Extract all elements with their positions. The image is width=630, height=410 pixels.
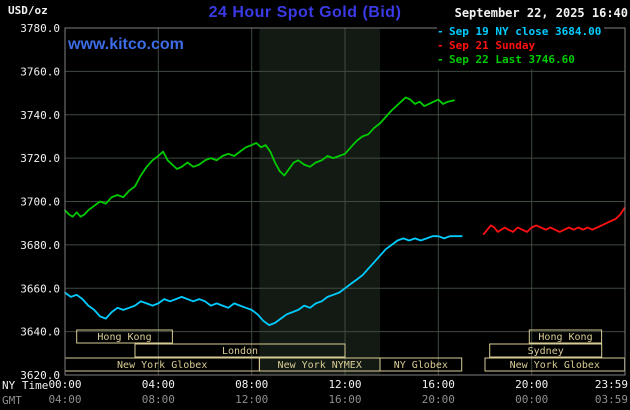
session-label-hong-kong-am: Hong Kong: [97, 332, 151, 343]
y-tick-label: 3700.0: [20, 196, 60, 209]
session-box-hong-kong-am: [76, 329, 173, 344]
kitco-watermark-link[interactable]: www.kitco.com: [68, 36, 184, 53]
x-tick-ny-time: 16:00: [422, 378, 455, 391]
x-tick-gmt: 16:00: [328, 393, 361, 406]
session-label-ny-globex-pm: New York Globex: [510, 360, 600, 371]
legend-line-swatch: -: [437, 25, 444, 38]
y-tick-label: 3680.0: [20, 239, 60, 252]
legend-entry: - Sep 22 Last 3746.60: [437, 53, 601, 67]
unit-label: USD/oz: [8, 4, 48, 17]
plot-border: [64, 27, 626, 376]
series-line-sep19-ny-close: [64, 235, 463, 327]
session-label-ny-globex-am: New York Globex: [117, 360, 207, 371]
ny-time-axis-label: NY Time: [2, 379, 49, 392]
legend-entry: - Sep 21 Sunday: [437, 39, 601, 53]
session-label-sydney: Sydney: [528, 346, 564, 357]
y-tick-label: 3660.0: [20, 282, 60, 295]
legend-label: Sep 21 Sunday: [449, 39, 536, 52]
timestamp: September 22, 2025 16:40: [454, 6, 628, 20]
x-tick-ny-time: 20:00: [515, 378, 548, 391]
y-tick-label: 3740.0: [20, 109, 60, 122]
session-box-hong-kong-pm: [528, 329, 603, 344]
legend-entry: - Sep 19 NY close 3684.00: [437, 25, 601, 39]
y-tick-label: 3780.0: [20, 22, 60, 35]
legend-line-swatch: -: [437, 53, 444, 66]
x-tick-gmt: 12:00: [235, 393, 268, 406]
x-tick-gmt: 04:00: [48, 393, 81, 406]
x-tick-ny-time: 08:00: [235, 378, 268, 391]
x-tick-ny-time: 23:59: [595, 378, 628, 391]
y-tick-label: 3720.0: [20, 152, 60, 165]
y-tick-label: 3760.0: [20, 65, 60, 78]
series-line-sep22-last: [64, 96, 455, 218]
session-box-sydney: [489, 343, 603, 358]
x-tick-ny-time: 00:00: [48, 378, 81, 391]
series-line-sep21-sunday: [482, 207, 626, 235]
page-title: 24 Hour Spot Gold (Bid): [208, 4, 402, 21]
y-tick-label: 3620.0: [20, 369, 60, 382]
session-label-london: London: [222, 346, 258, 357]
legend-label: Sep 22 Last 3746.60: [449, 53, 575, 66]
session-label-ny-nymex: New York NYMEX: [278, 360, 362, 371]
session-label-hong-kong-pm: Hong Kong: [538, 332, 592, 343]
x-tick-ny-time: 04:00: [142, 378, 175, 391]
x-tick-gmt: 08:00: [142, 393, 175, 406]
y-tick-label: 3640.0: [20, 326, 60, 339]
x-tick-gmt: 20:00: [422, 393, 455, 406]
session-label-ny-globex-midday: NY Globex: [394, 360, 448, 371]
legend-label: Sep 19 NY close 3684.00: [449, 25, 602, 38]
legend-line-swatch: -: [437, 39, 444, 52]
gmt-axis-label: GMT: [2, 394, 22, 407]
legend: - Sep 19 NY close 3684.00- Sep 21 Sunday - S…: [437, 24, 605, 69]
x-tick-gmt: 03:59: [595, 393, 628, 406]
session-box-london: [134, 343, 346, 358]
x-tick-gmt: 00:00: [515, 393, 548, 406]
x-tick-ny-time: 12:00: [328, 378, 361, 391]
session-box-ny-globex-midday: [379, 357, 463, 372]
